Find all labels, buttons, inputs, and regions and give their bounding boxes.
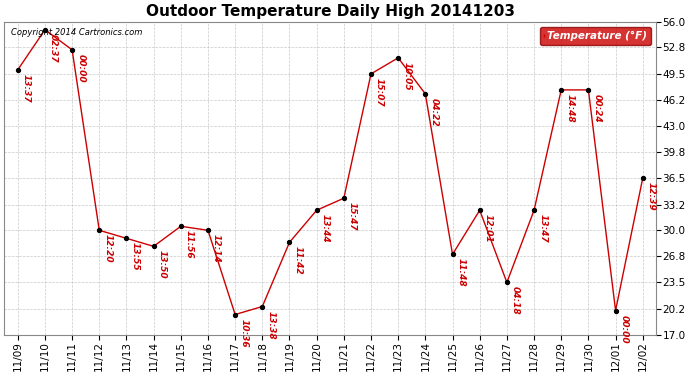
Point <box>529 207 540 213</box>
Point <box>502 279 513 285</box>
Text: 13:38: 13:38 <box>266 310 275 339</box>
Point <box>94 227 105 233</box>
Text: 04:18: 04:18 <box>511 286 520 315</box>
Point <box>257 303 268 309</box>
Point <box>638 175 649 181</box>
Text: 13:50: 13:50 <box>158 251 167 279</box>
Point <box>583 87 594 93</box>
Point <box>311 207 322 213</box>
Text: 12:14: 12:14 <box>212 234 221 263</box>
Text: 11:42: 11:42 <box>293 246 303 275</box>
Point <box>66 47 77 53</box>
Legend: Temperature (°F): Temperature (°F) <box>540 27 651 45</box>
Point <box>420 91 431 97</box>
Text: 11:48: 11:48 <box>457 258 466 287</box>
Point <box>284 239 295 245</box>
Point <box>393 55 404 61</box>
Point <box>447 251 458 257</box>
Point <box>39 27 50 33</box>
Point <box>610 308 621 314</box>
Point <box>366 71 377 77</box>
Point <box>474 207 485 213</box>
Text: 13:44: 13:44 <box>321 214 330 243</box>
Text: 11:56: 11:56 <box>185 230 194 259</box>
Title: Outdoor Temperature Daily High 20141203: Outdoor Temperature Daily High 20141203 <box>146 4 515 19</box>
Text: 13:37: 13:37 <box>22 74 31 102</box>
Text: 12:39: 12:39 <box>647 182 656 211</box>
Text: 15:47: 15:47 <box>348 202 357 231</box>
Text: 13:47: 13:47 <box>538 214 547 243</box>
Text: 15:07: 15:07 <box>375 78 384 106</box>
Text: 02:37: 02:37 <box>49 34 58 62</box>
Point <box>12 67 23 73</box>
Text: Copyright 2014 Cartronics.com: Copyright 2014 Cartronics.com <box>10 28 142 37</box>
Point <box>202 227 213 233</box>
Text: 10:05: 10:05 <box>402 62 411 90</box>
Point <box>121 236 132 242</box>
Text: 10:36: 10:36 <box>239 318 248 347</box>
Point <box>555 87 566 93</box>
Text: 12:01: 12:01 <box>484 214 493 243</box>
Text: 00:00: 00:00 <box>76 54 85 82</box>
Text: 14:48: 14:48 <box>565 94 574 123</box>
Text: 04:22: 04:22 <box>429 98 438 126</box>
Point <box>175 223 186 229</box>
Text: 12:20: 12:20 <box>104 234 112 263</box>
Point <box>148 243 159 249</box>
Point <box>230 312 241 318</box>
Point <box>338 195 349 201</box>
Text: 00:24: 00:24 <box>593 94 602 123</box>
Text: 00:00: 00:00 <box>620 315 629 343</box>
Text: 13:55: 13:55 <box>130 242 139 271</box>
